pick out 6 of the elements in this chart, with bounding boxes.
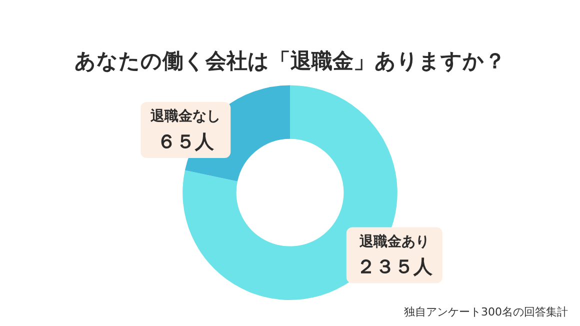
slice-label: 退職金あり (358, 232, 430, 250)
text: 独自アンケート300名の回答集計 (404, 305, 568, 318)
chart-title: あなたの働く会社は「退職金」ありますか？ (74, 49, 506, 74)
slice-label: 退職金なし (150, 108, 221, 125)
data-label: ６５人 (157, 130, 216, 153)
data-label: ２３５人 (356, 256, 434, 278)
